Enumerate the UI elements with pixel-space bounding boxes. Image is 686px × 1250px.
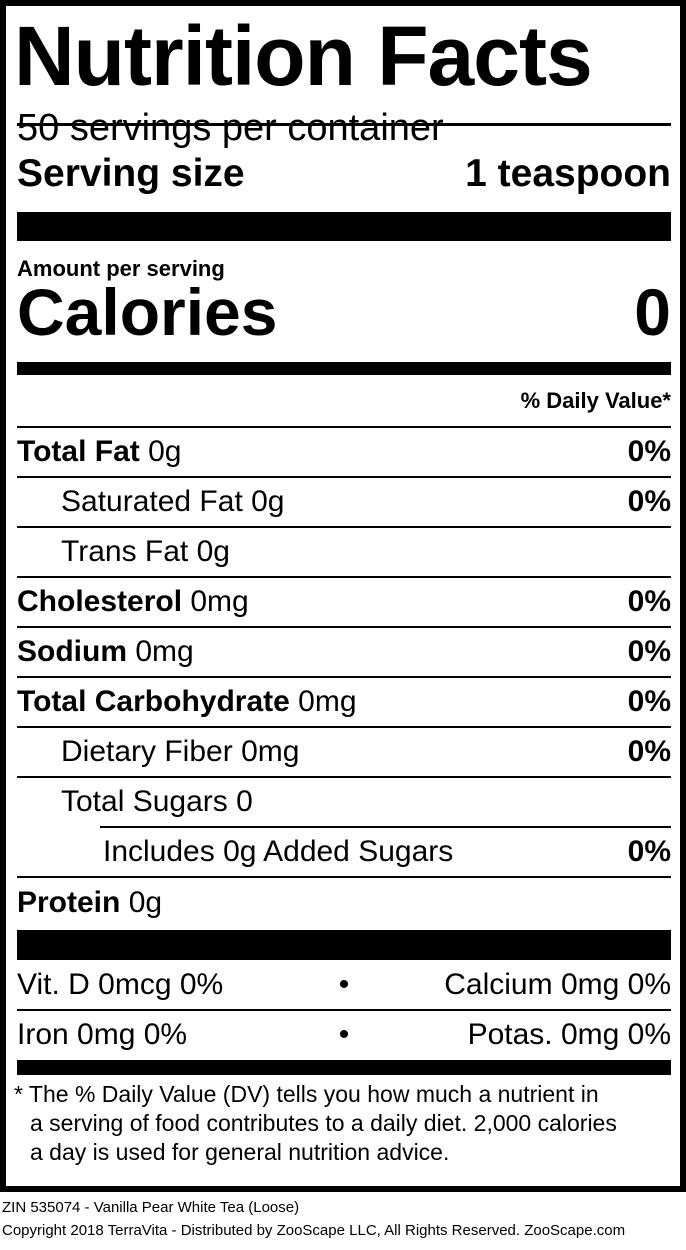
vitamin-row: Vit. D 0mcg 0% • Calcium 0mg 0% [17, 968, 671, 1001]
calories-row: Calories 0 [17, 274, 671, 350]
copyright: Copyright 2018 TerraVita - Distributed b… [2, 1222, 626, 1239]
medium-bar [17, 1060, 671, 1075]
product-line: ZIN 535074 - Vanilla Pear White Tea (Loo… [2, 1199, 300, 1216]
serving-size-label: Serving size [17, 152, 245, 195]
nutrient-row-sodium: Sodium 0mg 0% [17, 628, 671, 678]
nutrient-row-added-sugars: Includes 0g Added Sugars 0% [17, 828, 671, 878]
servings-per-container: 50 servings per container [17, 107, 444, 149]
label-title: Nutrition Facts [14, 9, 593, 103]
nutrient-row-total-sugars: Total Sugars 0 [61, 778, 671, 828]
divider [17, 123, 671, 126]
nutrient-row-trans-fat: Trans Fat 0g [17, 528, 671, 578]
calories-value: 0 [634, 275, 671, 349]
serving-size-value: 1 teaspoon [465, 152, 671, 195]
thick-bar [17, 930, 671, 960]
divider [17, 426, 671, 428]
daily-value-header: % Daily Value* [520, 388, 671, 413]
nutrient-row-total-carbohydrate: Total Carbohydrate 0mg 0% [17, 678, 671, 728]
serving-size: Serving size 1 teaspoon [17, 152, 671, 196]
nutrition-label [0, 0, 686, 1192]
divider [17, 1009, 671, 1011]
footnote: * The % Daily Value (DV) tells you how m… [14, 1081, 617, 1165]
nutrient-row-saturated-fat: Saturated Fat 0g 0% [17, 478, 671, 528]
nutrient-row-dietary-fiber: Dietary Fiber 0mg 0% [17, 728, 671, 778]
nutrient-row-cholesterol: Cholesterol 0mg 0% [17, 578, 671, 628]
calories-label: Calories [17, 275, 278, 349]
amount-per-serving: Amount per serving [17, 256, 225, 281]
thick-bar [17, 212, 671, 241]
nutrient-row-total-fat: Total Fat 0g 0% [17, 428, 671, 478]
vitamin-row: Iron 0mg 0% • Potas. 0mg 0% [17, 1018, 671, 1051]
nutrient-row-protein: Protein 0g [17, 886, 163, 919]
medium-bar [17, 362, 671, 375]
